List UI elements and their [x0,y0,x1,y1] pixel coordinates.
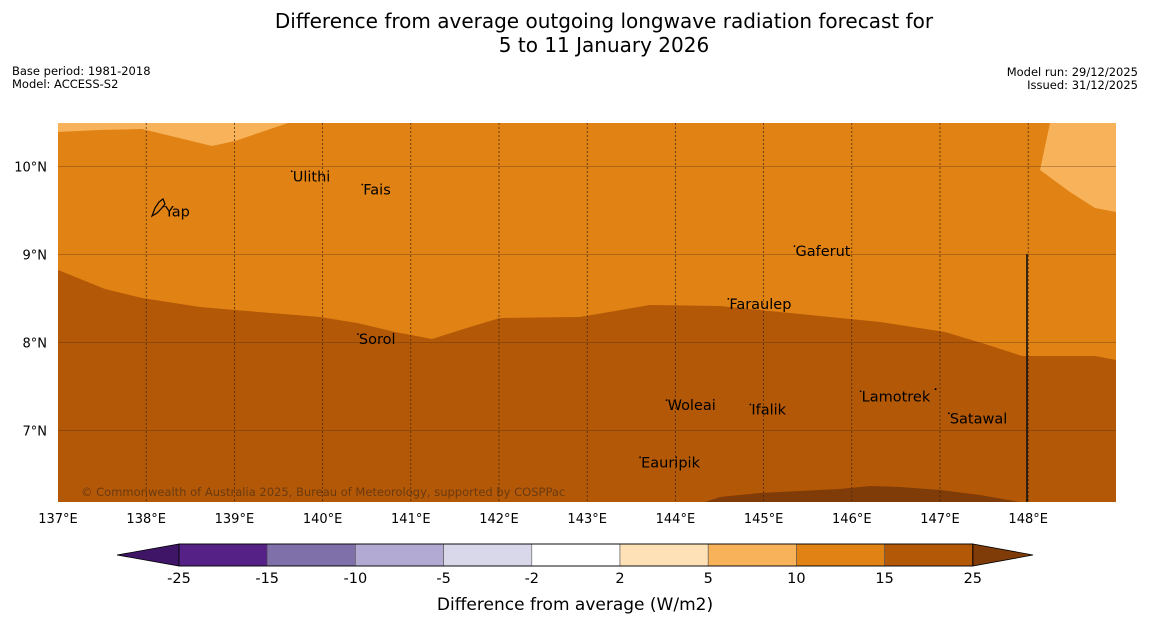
lat-tick-label: 8°N [23,337,48,352]
colorbar: -25 -15 -10 -5 -2 2 5 10 15 25 [116,543,1034,587]
title-line-1: Difference from average outgoing longwav… [274,9,934,33]
lat-tick-label: 10°N [14,161,47,176]
place-label-fais: Fais [363,183,390,199]
place-label-woleai: Woleai [668,398,716,414]
base-period: Base period: 1981-2018 [12,64,151,78]
place-marker [361,183,364,186]
lat-tick-label: 7°N [23,425,48,440]
colorbar-level-label: 10 [787,571,805,587]
place-label-ulithi: Ulithi [293,169,331,185]
place-marker [290,170,293,173]
yap-island-outline [150,198,166,218]
colorbar-level-label: 15 [875,571,893,587]
lon-tick-label: 142°E [479,512,519,527]
place-labels: Yap Ulithi Fais Gaferut Faraulep Sorol Woleai I… [162,169,1007,471]
lon-tick-label: 146°E [832,512,872,527]
place-marker [727,298,730,300]
place-marker [749,403,752,406]
model-run: Model run: 29/12/2025 [1006,65,1138,79]
issued-date: Issued: 31/12/2025 [1027,78,1138,92]
lon-tick-label: 148°E [1008,512,1048,527]
colorbar-segment [707,543,797,567]
band-above-25 [705,486,1020,502]
place-label-faraulep: Faraulep [729,297,791,313]
colorbar-segment [178,543,268,567]
model-name: Model: ACCESS-S2 [12,77,119,91]
colorbar-extend-high [972,543,1034,567]
colorbar-segment [355,543,444,567]
place-label-yap: Yap [164,205,190,221]
place-marker [947,412,950,415]
place-label-lamotrek: Lamotrek [862,389,931,405]
chart-title: Difference from average outgoing longwav… [0,9,1150,57]
colorbar-level-label: -2 [525,571,539,587]
place-label-satawal: Satawal [950,411,1007,427]
place-marker [639,456,642,459]
graticule [58,123,1116,502]
colorbar-level-label: -10 [344,571,368,587]
lon-tick-label: 138°E [126,512,166,527]
place-marker [665,399,668,401]
colorbar-segment [619,543,709,567]
colorbar-segment [531,543,621,567]
lon-tick-label: 145°E [744,512,784,527]
lon-tick-label: 141°E [391,512,431,527]
meta-right: Model run: 29/12/2025 Issued: 31/12/2025 [1007,66,1138,92]
colorbar-segment [796,543,885,567]
colorbar-extend-low [116,543,180,567]
colorbar-level-label: 5 [704,571,713,587]
colorbar-level-label: 2 [615,571,624,587]
place-marker [793,245,796,248]
islet-marker [934,388,937,391]
place-marker [859,390,862,393]
colorbar-frame [178,543,974,567]
lon-tick-label: 137°E [38,512,78,527]
place-label-gaferut: Gaferut [795,244,850,260]
lon-tick-label: 140°E [303,512,343,527]
title-line-2: 5 to 11 January 2026 [498,33,710,57]
place-label-sorol: Sorol [359,332,396,348]
anomaly-map-plot: Yap Ulithi Fais Gaferut Faraulep Sorol Woleai I… [58,123,1116,502]
colorbar-title: Difference from average (W/m2) [437,595,713,615]
lon-tick-label: 139°E [215,512,255,527]
colorbar-segment [266,543,356,567]
lon-tick-label: 144°E [656,512,696,527]
axis-labels: 137°E 138°E 139°E 140°E 141°E 142°E 143°E 144°E… [14,161,1048,528]
copyright-notice: © Commonwealth of Australia 2025, Bureau… [81,485,565,499]
colorbar-level-label: -25 [167,571,191,587]
meta-left: Base period: 1981-2018 Model: ACCESS-S2 [12,65,151,91]
place-marker [162,205,165,208]
place-label-eauripik: Eauripik [641,455,700,471]
colorbar-segment [443,543,533,567]
colorbar-level-label: -15 [255,571,279,587]
place-label-ifalik: Ifalik [751,403,786,419]
colorbar-level-label: -5 [436,571,450,587]
lon-tick-label: 143°E [567,512,607,527]
lon-tick-label: 147°E [920,512,960,527]
lat-tick-label: 9°N [23,249,48,264]
colorbar-segment [884,543,974,567]
colorbar-level-label: 25 [964,571,982,587]
place-marker [356,333,359,335]
